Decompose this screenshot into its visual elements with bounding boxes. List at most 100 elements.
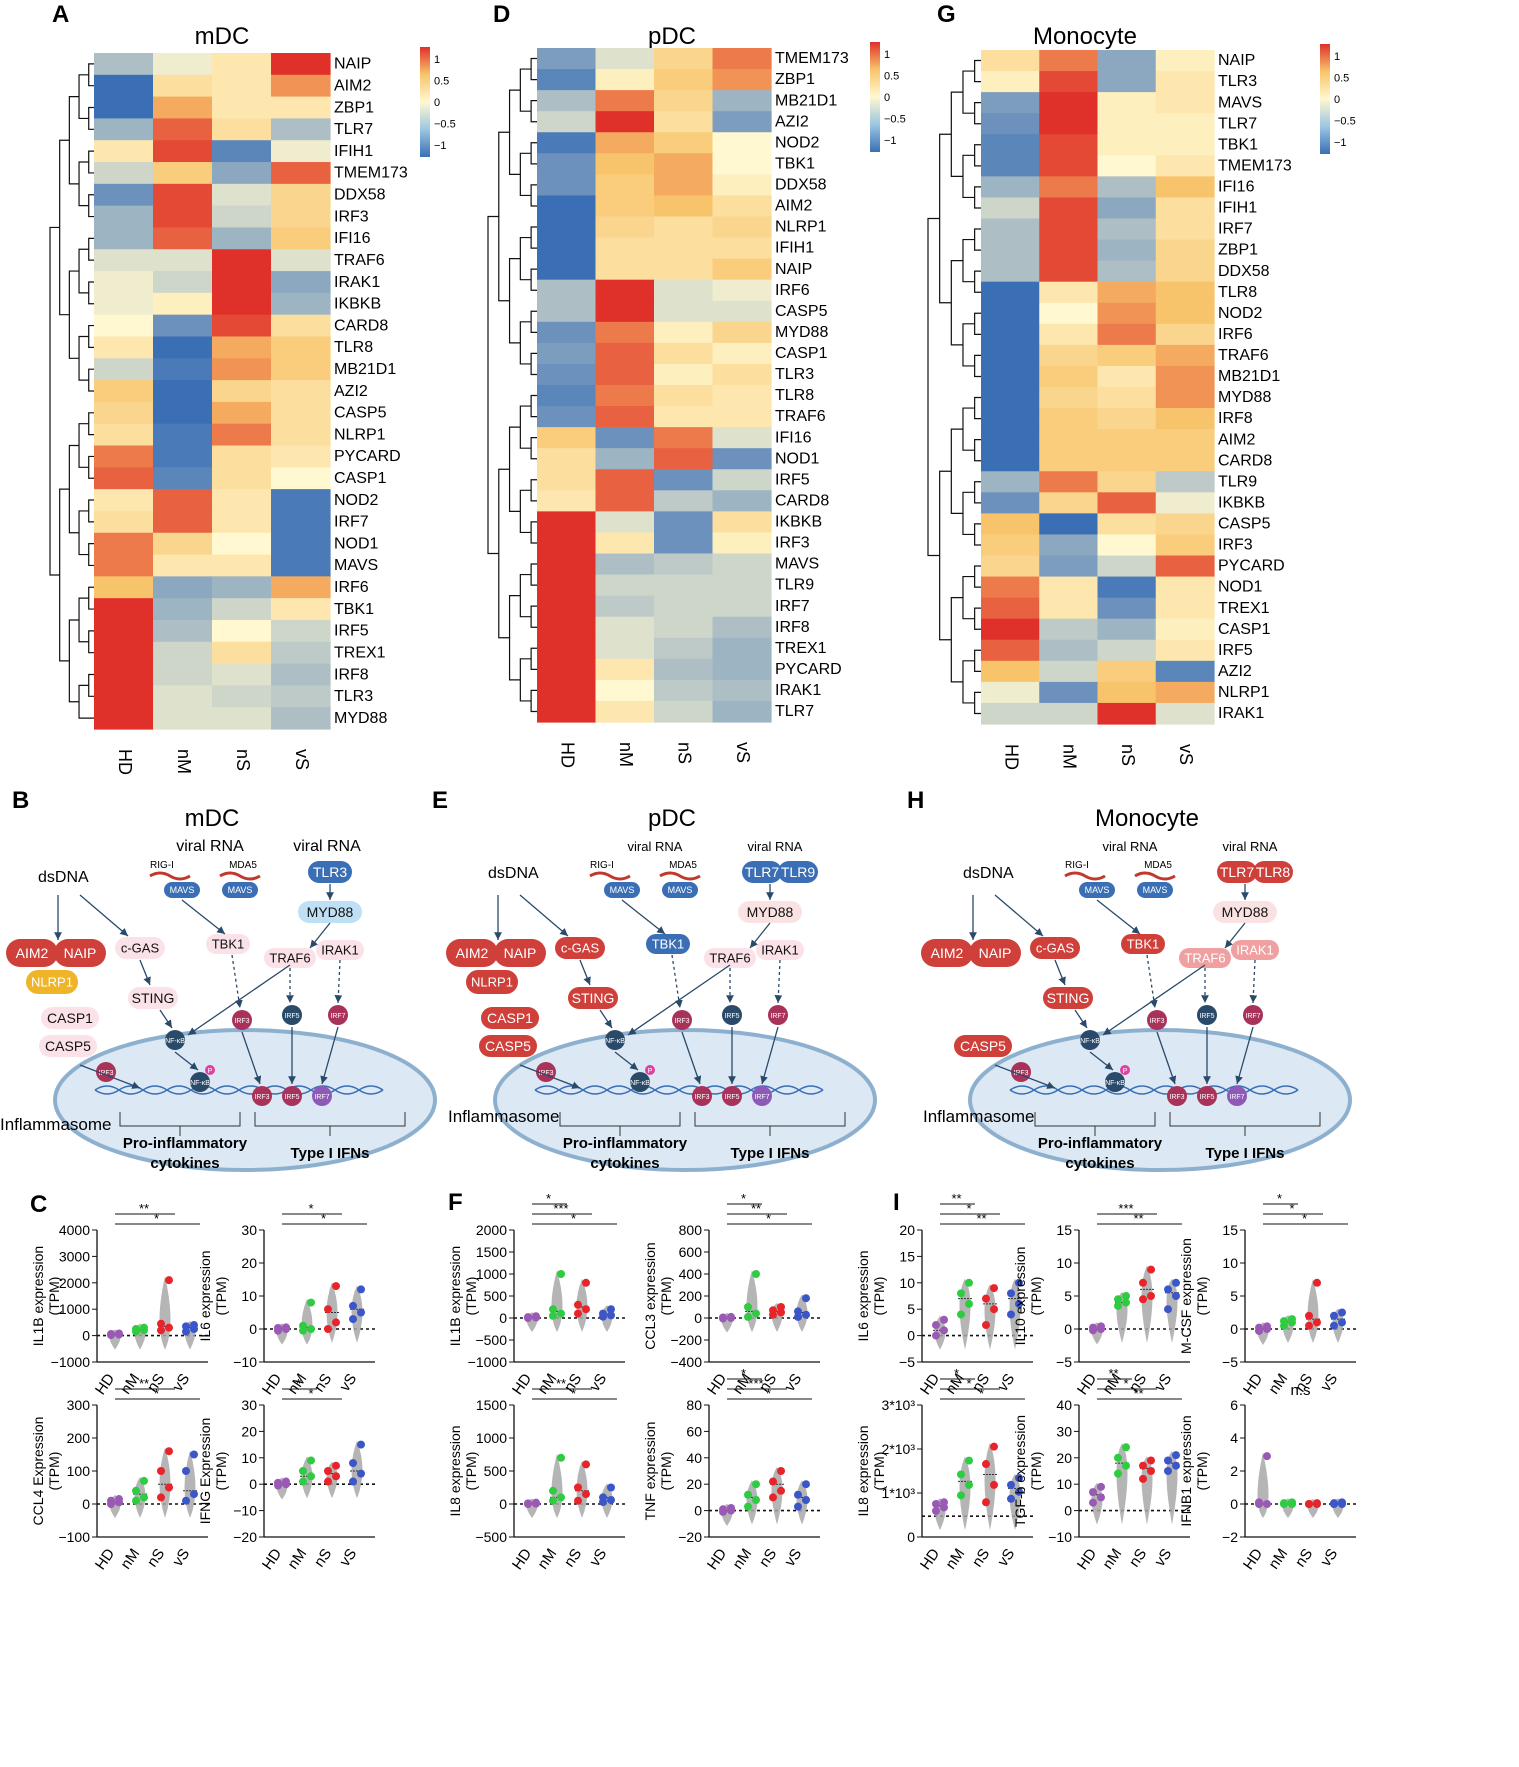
heat-cell bbox=[595, 195, 655, 218]
heat-cell bbox=[537, 216, 597, 239]
y-tick-label: −5 bbox=[1056, 1354, 1072, 1370]
heat-cell bbox=[94, 707, 154, 730]
heat-cell bbox=[537, 469, 597, 491]
col-label: nS bbox=[675, 742, 695, 764]
pathway-arrow bbox=[749, 922, 771, 949]
pathway-arrow bbox=[681, 1031, 702, 1085]
heat-cell bbox=[1097, 260, 1157, 283]
heat-cell bbox=[1039, 260, 1099, 283]
heat-cell bbox=[537, 111, 597, 133]
nucleus bbox=[968, 1028, 1352, 1172]
receptor-1-label: TLR3 bbox=[313, 864, 347, 880]
data-point bbox=[957, 1491, 965, 1500]
heat-cell bbox=[712, 490, 772, 512]
heat-cell bbox=[712, 132, 772, 154]
row-label: MAVS bbox=[334, 557, 378, 574]
significance-label: * bbox=[546, 1191, 551, 1206]
violin-body bbox=[984, 1284, 996, 1350]
data-point bbox=[990, 1442, 998, 1451]
significance-label: ** bbox=[1133, 1211, 1143, 1226]
data-point bbox=[940, 1326, 948, 1335]
row-label: IRF7 bbox=[775, 598, 810, 615]
heat-cell bbox=[1155, 218, 1215, 241]
heat-cell bbox=[1039, 176, 1099, 199]
irf5-nuclear-shape bbox=[722, 1086, 742, 1106]
dendro-branch bbox=[962, 323, 975, 367]
data-point bbox=[307, 1298, 315, 1307]
dendro-branch bbox=[88, 63, 94, 87]
dendro-branch bbox=[519, 658, 532, 702]
pathway-arrow bbox=[614, 1051, 639, 1071]
data-point bbox=[990, 1480, 998, 1489]
row-label: CASP1 bbox=[334, 470, 387, 487]
y-tick-label: 500 bbox=[484, 1463, 508, 1479]
dendro-branch bbox=[508, 595, 521, 681]
data-point bbox=[769, 1477, 777, 1486]
y-tick-label: 1500 bbox=[476, 1244, 507, 1260]
heat-cell bbox=[1097, 408, 1157, 430]
nucleus bbox=[53, 1028, 437, 1172]
heat-cell bbox=[712, 279, 772, 302]
nfkb-label: NF-κB bbox=[605, 1038, 625, 1045]
row-label: IRF5 bbox=[334, 623, 369, 640]
tbk1-shape bbox=[1121, 934, 1165, 954]
violin-chart: 1500 1000 500 0 −500 IL8 expression (TPM) HD nM n… bbox=[447, 1376, 625, 1573]
data-point bbox=[1263, 1322, 1271, 1331]
receptor-2-label: TLR9 bbox=[781, 864, 815, 880]
y-tick-label: −100 bbox=[58, 1529, 90, 1545]
heat-cell bbox=[153, 489, 213, 512]
colorbar-tick: 0.5 bbox=[884, 71, 899, 83]
dendro-branch bbox=[78, 161, 89, 207]
heat-cell bbox=[981, 323, 1040, 346]
y-tick-label: −500 bbox=[475, 1529, 507, 1545]
heatmap-monocyte: G Monocyte NAIP TLR3 MAVS TLR7 TBK1 TMEM173 IFI1… bbox=[927, 1, 1356, 770]
heat-cell bbox=[212, 140, 272, 163]
row-label: NOD1 bbox=[775, 450, 820, 467]
heat-cell bbox=[1039, 218, 1099, 241]
heat-cell bbox=[153, 619, 213, 643]
irf3-nuclear-label: IRF3 bbox=[694, 1094, 709, 1101]
x-tick-label: vS bbox=[994, 1371, 1018, 1395]
y-axis-label: (TPM) bbox=[1194, 1452, 1210, 1491]
heat-cell bbox=[981, 513, 1040, 536]
dendro-branch bbox=[78, 248, 89, 294]
data-point bbox=[599, 1493, 607, 1502]
heat-cell bbox=[595, 469, 655, 491]
y-tick-label: 0 bbox=[907, 1328, 915, 1344]
x-tick-label: nS bbox=[561, 1546, 585, 1571]
data-point bbox=[1305, 1311, 1313, 1320]
heat-cell bbox=[94, 227, 154, 250]
mda5-label: MDA5 bbox=[669, 860, 697, 871]
data-point bbox=[357, 1285, 365, 1294]
heat-cell bbox=[595, 616, 655, 639]
dendro-branch bbox=[530, 479, 537, 502]
dendro-branch bbox=[78, 684, 94, 719]
row-label: IFIH1 bbox=[334, 143, 373, 160]
y-tick-label: 10 bbox=[1222, 1255, 1238, 1271]
heat-cell bbox=[981, 429, 1040, 451]
mavs-shape bbox=[222, 882, 258, 898]
heat-cell bbox=[271, 598, 331, 621]
data-point bbox=[1089, 1488, 1097, 1497]
data-point bbox=[1280, 1499, 1288, 1508]
dendro-branch bbox=[88, 455, 94, 479]
dendro-branch bbox=[950, 428, 963, 514]
irf3-shape bbox=[672, 1010, 692, 1030]
pathway-arrow bbox=[241, 1031, 262, 1085]
mavs-label: MAVS bbox=[170, 885, 195, 895]
heat-cell bbox=[654, 406, 714, 428]
significance-label: * bbox=[741, 1366, 746, 1381]
x-tick-label: HD bbox=[1074, 1370, 1100, 1398]
dendro-branch bbox=[519, 152, 532, 197]
dendro-branch bbox=[950, 597, 963, 683]
heat-cell bbox=[212, 554, 272, 577]
x-tick-label: vS bbox=[781, 1546, 805, 1570]
y-tick-label: 1000 bbox=[476, 1266, 507, 1282]
data-point bbox=[524, 1313, 532, 1322]
heat-cell bbox=[595, 658, 655, 681]
data-point bbox=[332, 1318, 340, 1327]
heat-cell bbox=[981, 450, 1040, 472]
ifn-bracket bbox=[1169, 1112, 1321, 1136]
y-tick-label: 300 bbox=[67, 1397, 91, 1413]
mavs-shape bbox=[1137, 882, 1173, 898]
